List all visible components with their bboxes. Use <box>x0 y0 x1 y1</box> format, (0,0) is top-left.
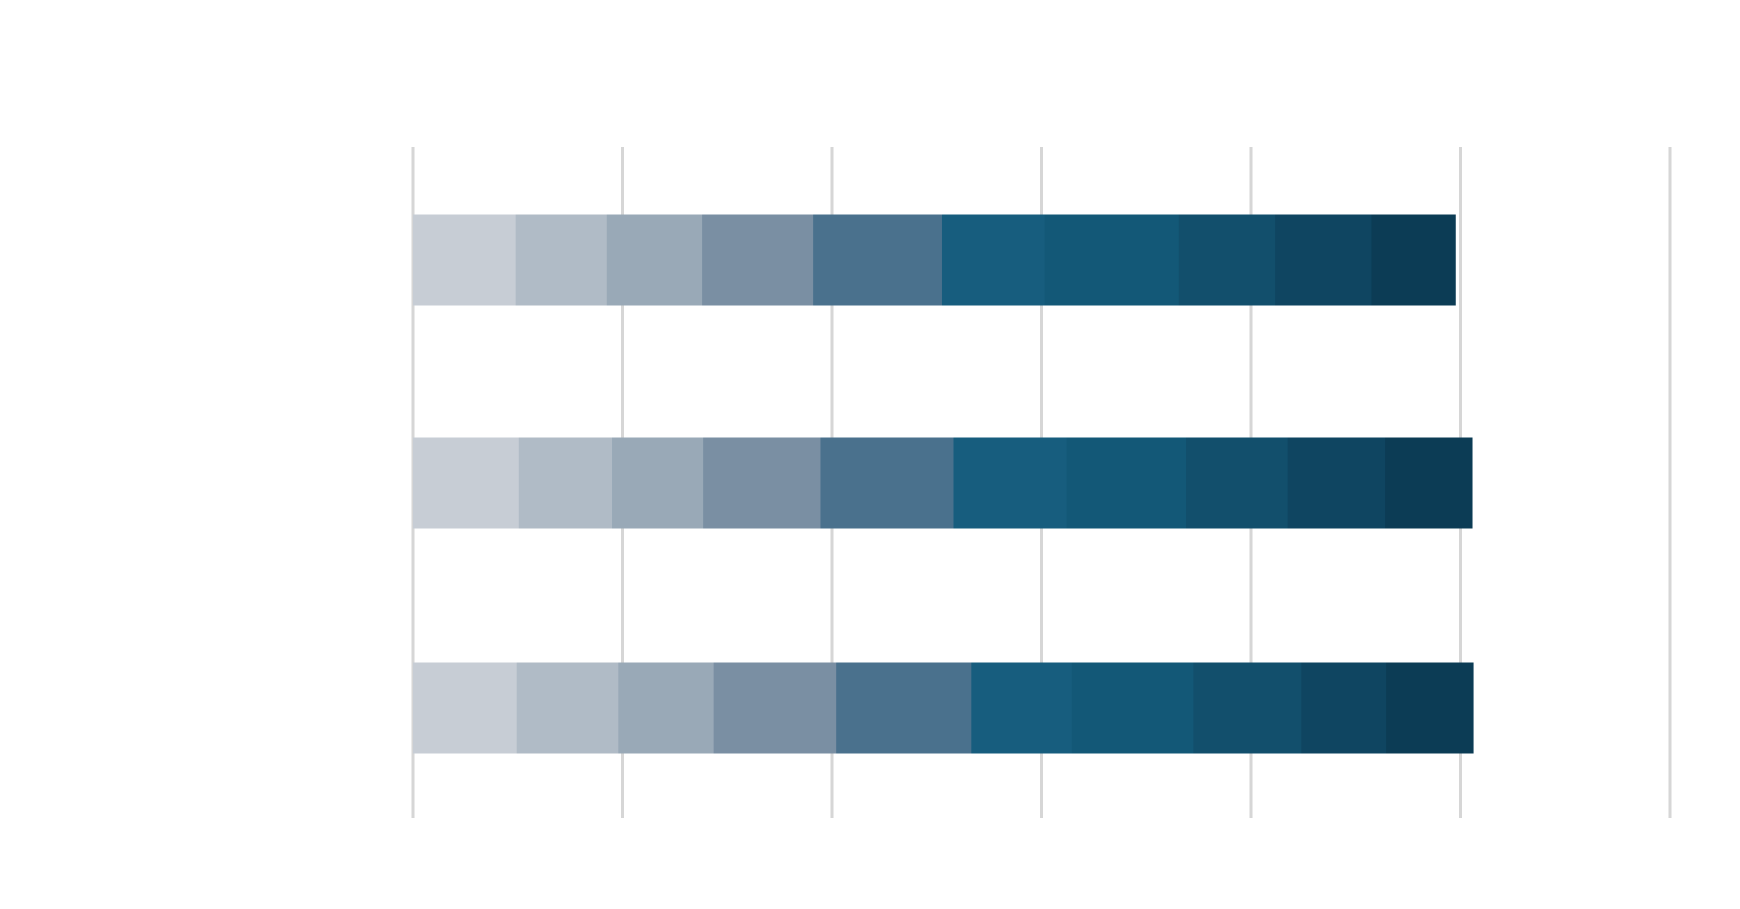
bar-row-3 <box>413 662 1474 754</box>
bar-segment-row2-seg10 <box>1385 437 1473 529</box>
bars <box>413 214 1474 754</box>
bar-segment-row2-seg5 <box>820 437 955 529</box>
bar-segment-row1-seg4 <box>702 214 814 306</box>
bar-segment-row2-seg7 <box>1066 437 1187 529</box>
bar-segment-row3-seg1 <box>413 662 518 754</box>
bar-segment-row3-seg10 <box>1386 662 1474 754</box>
bar-segment-row3-seg7 <box>1071 662 1194 754</box>
bar-segment-row3-seg9 <box>1301 662 1387 754</box>
bar-segment-row3-seg5 <box>836 662 972 754</box>
bar-segment-row1-seg7 <box>1044 214 1180 306</box>
bar-segment-row1-seg9 <box>1275 214 1372 306</box>
bar-segment-row2-seg3 <box>612 437 704 529</box>
bar-segment-row1-seg5 <box>813 214 943 306</box>
bar-segment-row1-seg3 <box>606 214 703 306</box>
bar-segment-row3-seg4 <box>713 662 837 754</box>
bar-segment-row1-seg6 <box>941 214 1046 306</box>
bar-segment-row1-seg8 <box>1178 214 1276 306</box>
bar-segment-row1-seg10 <box>1371 214 1456 306</box>
bar-row-1 <box>413 214 1456 306</box>
bar-segment-row3-seg2 <box>516 662 619 754</box>
bar-segment-row2-seg4 <box>703 437 821 529</box>
bar-segment-row2-seg2 <box>518 437 613 529</box>
bar-segment-row1-seg1 <box>413 214 517 306</box>
bar-segment-row1-seg2 <box>515 214 608 306</box>
bar-segment-row2-seg8 <box>1186 437 1289 529</box>
bar-segment-row3-seg8 <box>1193 662 1302 754</box>
bar-segment-row3-seg6 <box>971 662 1073 754</box>
bar-segment-row2-seg6 <box>953 437 1068 529</box>
bar-segment-row2-seg9 <box>1287 437 1386 529</box>
bar-row-2 <box>413 437 1473 529</box>
bar-segment-row2-seg1 <box>413 437 520 529</box>
bar-segment-row3-seg3 <box>618 662 715 754</box>
